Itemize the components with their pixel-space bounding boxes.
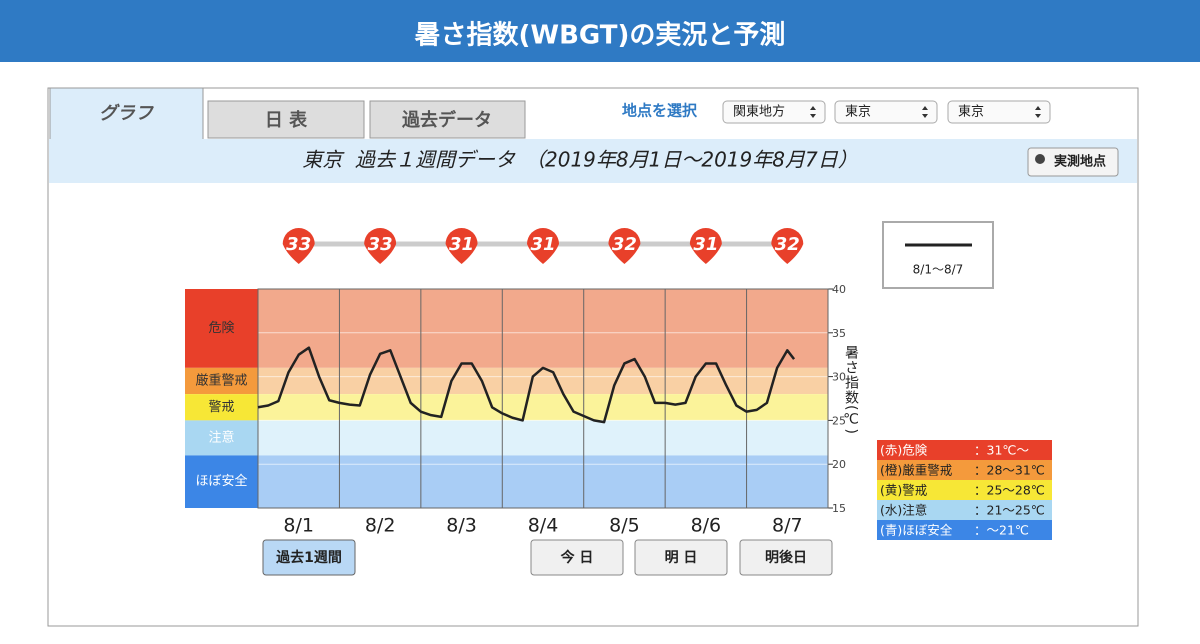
button-label: 今 日: [560, 549, 594, 566]
button-label: 明 日: [665, 550, 698, 566]
tab[interactable]: [49, 87, 204, 141]
selects: 関東地方 東京 東京: [722, 100, 1051, 124]
x-tick-label: 8/7: [772, 515, 803, 537]
tab-label: 日 表: [265, 109, 308, 131]
station-button[interactable]: [1027, 147, 1119, 177]
band-label: 注意: [208, 429, 234, 445]
max-marker: [364, 228, 397, 264]
y-tick-label: 40: [832, 283, 846, 296]
y-tick-label: 20: [832, 458, 846, 471]
buttons: 過去1週間 今 日 明 日 明後日: [262, 539, 833, 576]
select-arrow: [922, 106, 928, 118]
band: [258, 289, 828, 368]
max-label: 31: [693, 234, 718, 255]
y-tick-label: 25: [832, 414, 846, 427]
x-tick-label: 8/3: [446, 515, 477, 537]
station-button-label: 実測地点: [1054, 154, 1106, 170]
subtitle: 東京 過去１週間データ （2019年8月1日〜2019年8月7日）: [302, 148, 857, 172]
plot-frame: [257, 288, 829, 509]
button[interactable]: [634, 539, 728, 576]
y-axis-label: 暑さ指数(℃): [843, 345, 859, 435]
max-label: 31: [530, 234, 555, 255]
band-label-cell: [185, 394, 258, 421]
button-label: 過去1週間: [275, 549, 342, 566]
max-marker: [689, 228, 722, 264]
band-label-cell: [185, 420, 258, 456]
series-line: [257, 346, 796, 424]
select-value: 関東地方: [733, 104, 785, 120]
x-tick-label: 8/2: [365, 515, 396, 537]
max-marker: [608, 228, 641, 264]
tab-label: グラフ: [99, 103, 154, 124]
x-tick-label: 8/1: [283, 515, 314, 537]
band-label-cell: [185, 455, 258, 508]
button-label: 明後日: [765, 549, 807, 566]
select-value: 東京: [845, 104, 871, 120]
header-title: 暑さ指数(WBGT)の実況と予測: [415, 20, 786, 51]
pin-icon: [1035, 154, 1045, 164]
level-row: [877, 440, 1052, 460]
select[interactable]: [947, 100, 1051, 124]
level-range: ：25〜28℃: [974, 483, 1045, 498]
button[interactable]: [530, 539, 624, 576]
level-row: [877, 520, 1052, 540]
max-marker: [771, 228, 804, 264]
select[interactable]: [722, 100, 826, 124]
level-range: ：31℃〜: [974, 443, 1029, 458]
max-marker: [282, 228, 315, 264]
level-range: ：28〜31℃: [974, 463, 1045, 478]
max-label: 33: [368, 234, 393, 255]
max-marker: [527, 228, 559, 264]
level-label: (黄)警戒: [880, 483, 928, 498]
band-label-cell: [185, 367, 258, 395]
level-label: (水)注意: [880, 503, 927, 518]
band: [258, 420, 828, 456]
level-range: ：21〜25℃: [974, 503, 1045, 518]
level-row: [877, 480, 1052, 500]
level-row: [877, 460, 1052, 480]
band-label: 危険: [208, 321, 234, 336]
y-tick-label: 15: [832, 502, 846, 515]
legend-label: 8/1〜8/7: [913, 263, 964, 277]
y-tick-label: 30: [832, 371, 846, 384]
band: [258, 455, 828, 508]
max-label: 33: [286, 234, 311, 255]
tab[interactable]: [369, 100, 526, 139]
select-arrow: [1035, 106, 1041, 118]
max-marker: [445, 228, 478, 264]
location-label: 地点を選択: [622, 102, 698, 120]
band-label: 厳重警戒: [195, 372, 247, 388]
button[interactable]: [739, 539, 833, 576]
legend-box: [882, 221, 994, 289]
band: [258, 394, 828, 421]
tab-label: 過去データ: [402, 109, 492, 131]
band-label-cell: [185, 289, 258, 368]
level-range: ：〜21℃: [974, 523, 1029, 538]
subtitle-bar: [49, 139, 1137, 183]
level-row: [877, 500, 1052, 520]
header-bar: [0, 0, 1200, 62]
x-tick-label: 8/4: [528, 515, 559, 537]
max-label: 32: [612, 234, 637, 255]
tab[interactable]: [207, 100, 365, 139]
band-label: ほぼ安全: [195, 473, 247, 489]
button[interactable]: [262, 539, 356, 576]
max-label: 31: [449, 234, 474, 255]
select[interactable]: [834, 100, 938, 124]
level-label: (赤)危険: [880, 443, 928, 458]
band: [258, 367, 828, 395]
select-value: 東京: [958, 104, 984, 120]
x-tick-label: 8/6: [691, 515, 722, 537]
x-tick-label: 8/5: [609, 515, 640, 537]
level-label: (青)ほぼ安全: [880, 523, 953, 538]
max-label: 32: [775, 234, 800, 255]
y-tick-label: 35: [832, 327, 846, 340]
level-label: (橙)厳重警戒: [880, 463, 953, 478]
select-arrow: [810, 106, 816, 118]
band-label: 警戒: [208, 399, 234, 415]
